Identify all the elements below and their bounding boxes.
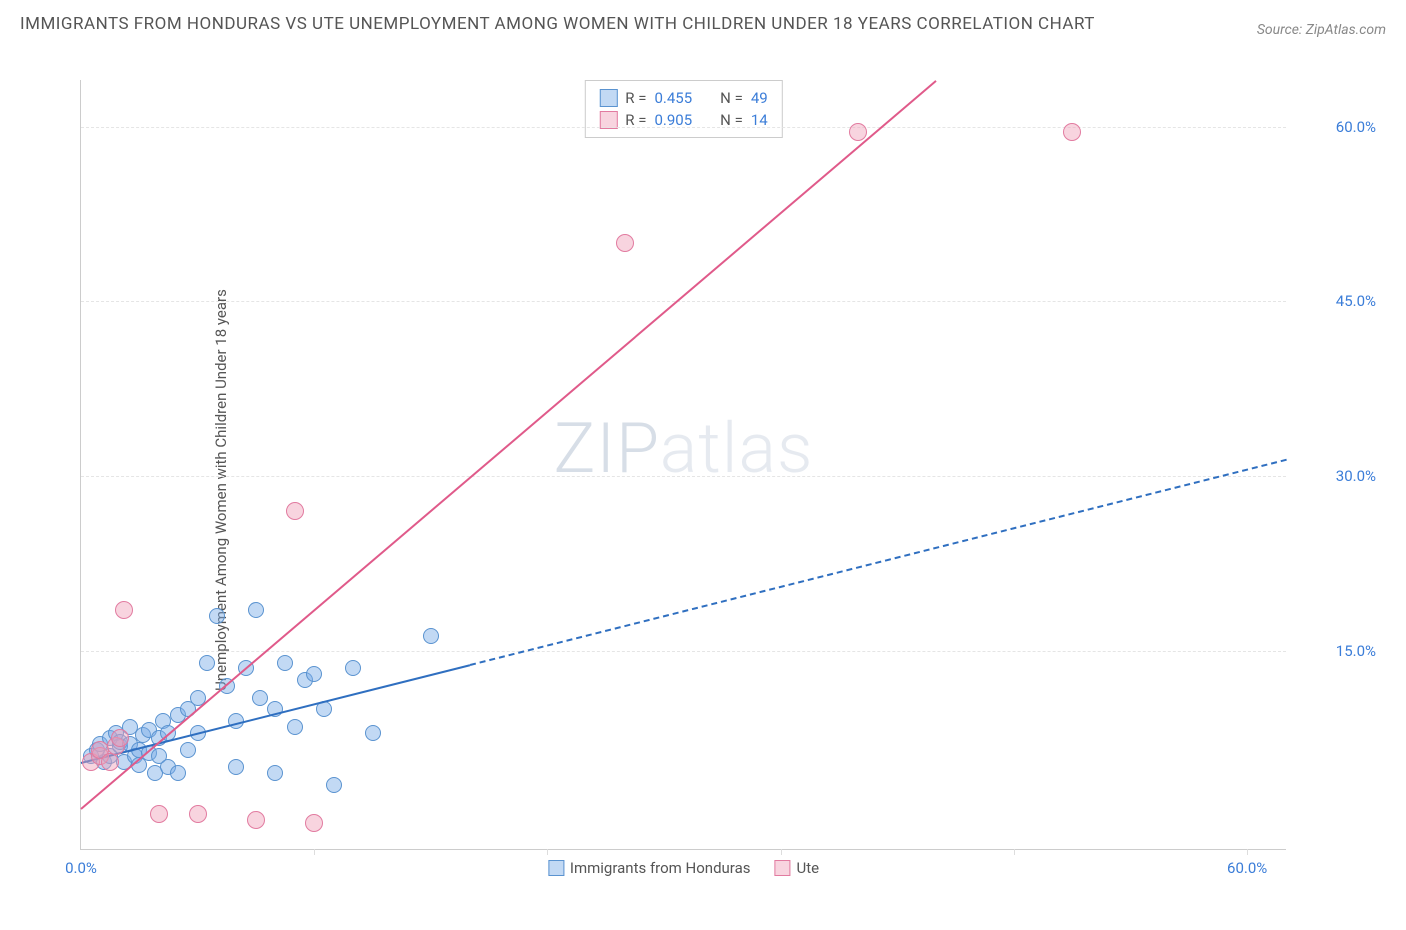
y-tick-label: 15.0%: [1296, 642, 1376, 660]
x-axis-legend: Immigrants from Honduras Ute: [548, 859, 819, 877]
data-point: [616, 234, 634, 252]
x-tick-mark: [781, 849, 782, 855]
x-legend-item: Ute: [775, 859, 820, 877]
x-tick-mark: [547, 849, 548, 855]
data-point: [365, 725, 381, 741]
x-tick-mark: [1014, 849, 1015, 855]
x-legend-label: Immigrants from Honduras: [570, 859, 751, 877]
legend-n-value: 49: [751, 89, 768, 107]
data-point: [287, 719, 303, 735]
stats-legend: R = 0.455 N = 49 R =0.905N =14: [584, 80, 782, 138]
plot-region: ZIPatlas R =0.455N =49R =0.905N =14 Immi…: [80, 80, 1286, 850]
data-point: [345, 660, 361, 676]
data-point: [286, 502, 304, 520]
data-point: [170, 765, 186, 781]
data-point: [248, 602, 264, 618]
x-tick-label: 0.0%: [65, 859, 97, 877]
y-tick-label: 45.0%: [1296, 292, 1376, 310]
data-point: [1063, 123, 1081, 141]
data-point: [209, 608, 225, 624]
watermark: ZIPatlas: [553, 408, 813, 490]
data-point: [150, 805, 168, 823]
gridline-h: [81, 476, 1286, 477]
trend-line: [81, 664, 470, 764]
data-point: [306, 666, 322, 682]
y-tick-label: 30.0%: [1296, 467, 1376, 485]
legend-n-label: N =: [720, 89, 743, 107]
gridline-h: [81, 651, 1286, 652]
data-point: [423, 628, 439, 644]
legend-swatch: [548, 860, 564, 876]
legend-row: R =0.905N =14: [599, 109, 767, 131]
chart-title: IMMIGRANTS FROM HONDURAS VS UTE UNEMPLOY…: [20, 12, 1095, 38]
legend-row: R = 0.455 N = 49: [599, 87, 767, 109]
data-point: [277, 655, 293, 671]
chart-area: Unemployment Among Women with Children U…: [50, 80, 1386, 900]
legend-swatch: [775, 860, 791, 876]
data-point: [252, 690, 268, 706]
trend-line: [80, 80, 936, 810]
x-tick-label: 60.0%: [1227, 859, 1267, 877]
data-point: [326, 777, 342, 793]
legend-r-label: R =: [625, 89, 646, 107]
x-legend-item: Immigrants from Honduras: [548, 859, 751, 877]
data-point: [189, 805, 207, 823]
x-legend-label: Ute: [797, 859, 820, 877]
x-tick-mark: [314, 849, 315, 855]
data-point: [180, 742, 196, 758]
data-point: [305, 814, 323, 832]
data-point: [115, 601, 133, 619]
gridline-h: [81, 127, 1286, 128]
data-point: [111, 729, 129, 747]
source-label: Source: ZipAtlas.com: [1257, 22, 1386, 38]
x-tick-mark: [1247, 849, 1248, 855]
legend-swatch: [599, 89, 617, 107]
gridline-h: [81, 301, 1286, 302]
data-point: [247, 811, 265, 829]
legend-r-value: 0.455: [654, 89, 692, 107]
data-point: [267, 765, 283, 781]
y-tick-label: 60.0%: [1296, 118, 1376, 136]
data-point: [228, 759, 244, 775]
data-point: [199, 655, 215, 671]
trend-line: [469, 459, 1286, 666]
